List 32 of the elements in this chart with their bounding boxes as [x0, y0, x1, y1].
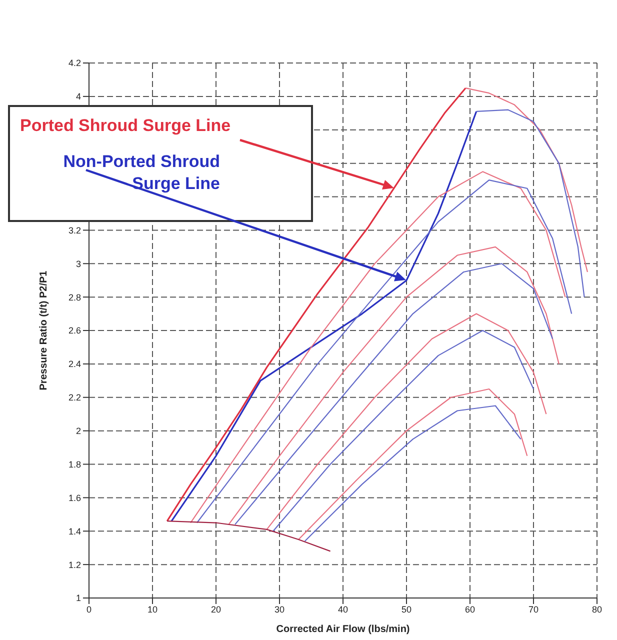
x-tick-label: 80 [592, 604, 602, 614]
x-tick-label: 70 [528, 604, 539, 614]
y-tick-label: 2.4 [68, 359, 81, 370]
y-axis-title: Pressure Ratio (t/t) P2/P1 [38, 270, 50, 390]
line-series [476, 109, 585, 298]
y-tick-label: 1.4 [68, 526, 81, 536]
annotation: Ported Shroud Surge Line [20, 115, 232, 137]
x-tick-label: 20 [210, 604, 222, 614]
y-tick-label: 1.8 [68, 459, 81, 470]
y-tick-label: 4.2 [68, 58, 81, 68]
x-tick-label: 40 [338, 604, 348, 614]
y-tick-label: 2 [76, 426, 81, 436]
x-tick-label: 60 [464, 604, 476, 614]
y-tick-label: 2.2 [68, 392, 81, 403]
x-tick-label: 30 [274, 604, 285, 614]
x-tick-label: 50 [401, 604, 412, 614]
x-axis-title: Corrected Air Flow (lbs/min) [276, 624, 410, 635]
y-tick-label: 2.6 [68, 326, 81, 336]
annotation: Non-Ported Shroud Surge Line [62, 151, 220, 195]
line-series [304, 405, 522, 542]
x-tick-label: 10 [147, 604, 158, 614]
y-tick-label: 3 [76, 258, 81, 269]
y-tick-label: 2.8 [68, 292, 81, 302]
y-tick-label: 3.2 [68, 225, 81, 236]
line-series [298, 388, 528, 540]
y-tick-label: 1 [76, 593, 81, 604]
y-tick-label: 4 [76, 92, 81, 102]
line-series [166, 520, 331, 552]
y-tick-label: 1.6 [68, 492, 81, 503]
line-series [465, 88, 588, 273]
y-tick-label: 1.2 [68, 560, 81, 570]
x-tick-label: 0 [86, 604, 92, 614]
